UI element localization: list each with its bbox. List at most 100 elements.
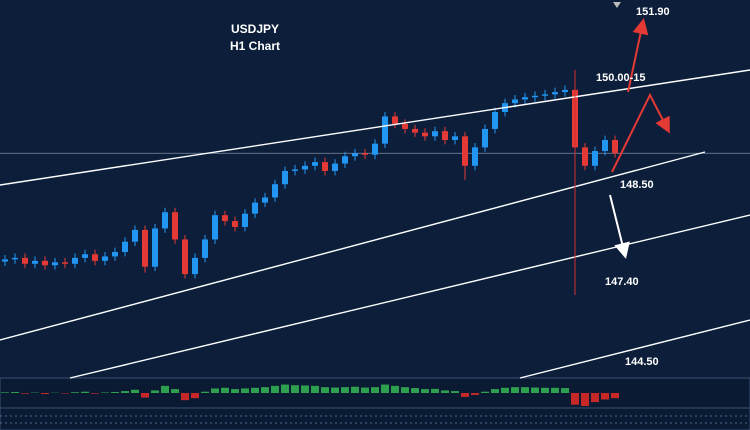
- candle-body: [42, 260, 48, 266]
- indicator-bar: [251, 387, 259, 393]
- indicator-bar: [11, 391, 19, 393]
- candle-body: [132, 229, 138, 242]
- candle-body: [212, 215, 218, 240]
- indicator-bar: [551, 387, 559, 393]
- indicator-bar: [511, 387, 519, 393]
- indicator-bar: [481, 391, 489, 393]
- candle-body: [152, 228, 158, 267]
- indicator-bar: [271, 385, 279, 393]
- marker-triangle: [613, 2, 621, 8]
- candle-body: [512, 99, 518, 104]
- indicator-bar: [431, 388, 439, 393]
- indicator-bar: [301, 385, 309, 393]
- candle-body: [482, 128, 488, 148]
- arrow: [611, 92, 670, 173]
- indicator-bar: [311, 385, 319, 393]
- indicator-bar: [491, 389, 499, 393]
- candle-body: [72, 257, 78, 264]
- candle-body: [392, 116, 398, 124]
- indicator-bar: [141, 393, 149, 398]
- candle-body: [602, 140, 608, 152]
- candle-body: [432, 131, 438, 137]
- candle-body: [422, 132, 428, 137]
- indicator-bar: [131, 389, 139, 393]
- indicator-bar: [321, 387, 329, 393]
- indicator-bar: [161, 385, 169, 393]
- indicator-bar: [241, 388, 249, 393]
- candle-body: [442, 131, 448, 140]
- indicator-bar: [41, 393, 49, 395]
- indicator-bar: [181, 393, 189, 401]
- indicator-bar: [111, 391, 119, 393]
- indicator-bar: [531, 387, 539, 393]
- candle-body: [472, 147, 478, 166]
- candle-body: [172, 212, 178, 240]
- candle-body: [362, 153, 368, 155]
- candle-body: [192, 257, 198, 275]
- candle-body: [202, 239, 208, 258]
- indicator-bar: [231, 389, 239, 393]
- candle-body: [262, 197, 268, 203]
- candle-body: [342, 156, 348, 164]
- candle-body: [12, 257, 18, 260]
- candle-body: [32, 260, 38, 264]
- candle-body: [122, 241, 128, 252]
- candle-body: [562, 89, 568, 93]
- candle-body: [82, 254, 88, 258]
- indicator-bar: [571, 393, 579, 405]
- annotation: 148.50: [620, 179, 654, 191]
- candle-body: [612, 140, 618, 154]
- indicator-bar: [361, 387, 369, 393]
- indicator-bar: [211, 388, 219, 393]
- candle-body: [412, 128, 418, 133]
- candle-body: [552, 92, 558, 95]
- indicator-bar: [451, 391, 459, 393]
- annotation: 144.50: [625, 356, 659, 368]
- indicator-bar: [521, 387, 529, 393]
- candle-body: [112, 252, 118, 257]
- trend-line: [0, 69, 750, 186]
- trend-line: [0, 151, 706, 341]
- price-panel: [0, 0, 750, 378]
- candle-body: [2, 259, 8, 262]
- indicator-bar: [281, 384, 289, 393]
- indicator-bar: [191, 393, 199, 399]
- indicator-bar: [541, 387, 549, 393]
- indicator-bar: [611, 393, 619, 399]
- indicator-bar: [201, 391, 209, 393]
- indicator-bar: [501, 387, 509, 393]
- candle-body: [102, 256, 108, 261]
- candle-body: [292, 169, 298, 171]
- candle-body: [322, 162, 328, 171]
- indicator-bar: [61, 393, 69, 394]
- indicator-bar: [151, 390, 159, 393]
- indicator-bar: [351, 386, 359, 393]
- indicator-bar: [411, 388, 419, 393]
- candle-body: [372, 143, 378, 155]
- candle-body: [582, 147, 588, 166]
- candle-body: [402, 123, 408, 129]
- indicator-bar: [331, 387, 339, 393]
- trend-line: [69, 214, 750, 379]
- annotation: 150.00-15: [596, 72, 646, 84]
- indicator-bar: [91, 393, 99, 394]
- indicator-bar: [171, 389, 179, 393]
- candle-body: [222, 215, 228, 222]
- annotation: 147.40: [605, 276, 639, 288]
- candle-body: [92, 254, 98, 261]
- indicator-bar: [121, 391, 129, 393]
- candle-body: [52, 262, 58, 266]
- candle-body: [232, 221, 238, 227]
- candle-body: [542, 94, 548, 96]
- indicator-bar: [421, 389, 429, 393]
- candle-body: [462, 136, 468, 166]
- indicator-bar: [71, 392, 79, 393]
- candle-body: [282, 170, 288, 185]
- candle-body: [532, 95, 538, 98]
- indicator-bar: [461, 393, 469, 397]
- indicator-bar: [591, 393, 599, 403]
- trend-line: [519, 319, 750, 379]
- arrow: [609, 194, 630, 259]
- candle-body: [452, 136, 458, 140]
